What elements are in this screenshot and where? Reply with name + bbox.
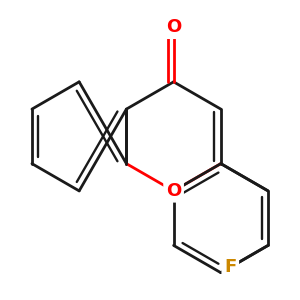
Text: F: F [224,258,236,276]
Text: O: O [166,18,181,36]
Text: O: O [166,182,181,200]
